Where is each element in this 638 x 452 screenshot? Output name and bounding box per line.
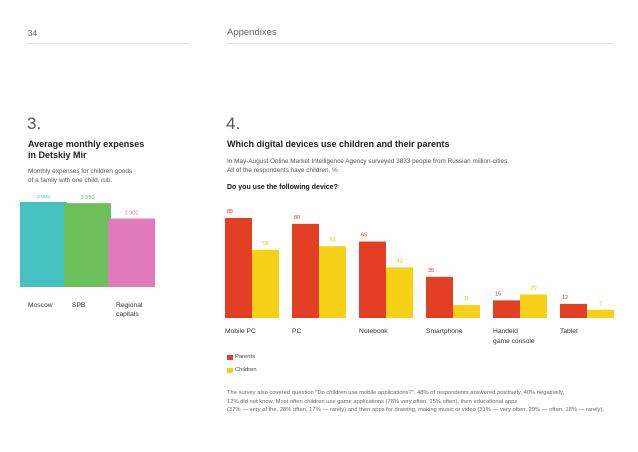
value-label: 3 600: [37, 195, 51, 200]
bar-children-tablet: [587, 309, 614, 318]
right-title: Which digital devices use children and t…: [227, 139, 450, 149]
category-label: Tablet: [560, 328, 578, 335]
bar-parents-handeld-game-console: [493, 300, 520, 318]
category-label: Moscow: [28, 302, 53, 309]
footnote-line: The survey also covered question "Do chi…: [227, 390, 565, 396]
right-description-line: All of the respondents have children, %: [227, 167, 338, 174]
section-number-right: 4.: [226, 114, 241, 133]
bar-parents-smartphone: [426, 276, 453, 318]
left-title: Average monthly expenses in Detskiy Mir: [28, 139, 144, 161]
header-rule-right: [227, 43, 612, 44]
value-label: 43: [396, 258, 402, 264]
bar-children-smartphone: [453, 305, 480, 318]
footnote-line: 12% did not know. Most often children us…: [227, 398, 518, 405]
bar-children-pc: [319, 246, 346, 318]
category-label: SPB: [72, 302, 86, 309]
bar-moscow: [20, 202, 67, 287]
value-label: 65: [361, 233, 367, 239]
legend-swatch-children: [227, 368, 233, 373]
category-label: capitals: [116, 311, 139, 318]
footnote-line: (37% — very of the, 28% often, 17% — rar…: [227, 407, 604, 414]
value-label: 35: [428, 268, 434, 274]
value-label: 61: [329, 237, 335, 243]
section-title: Appendixes: [227, 27, 277, 38]
category-label: Mobile PC: [225, 328, 256, 335]
value-label: 20: [530, 285, 536, 291]
right-description: In May-August Online Market Intelligence…: [227, 157, 509, 175]
value-label: 11: [464, 296, 470, 302]
bar-children-notebook: [386, 267, 413, 318]
left-description-line: of a family with one child, rub.: [28, 177, 113, 184]
value-label: 12: [562, 295, 568, 301]
page-number: 34: [28, 29, 37, 38]
bar-children-mobile-pc: [252, 249, 279, 318]
footnote: The survey also covered question "Do chi…: [227, 389, 604, 415]
value-label: 2 900: [125, 211, 139, 217]
value-label: 80: [294, 215, 300, 221]
value-label: 58: [262, 241, 268, 247]
left-description: Monthly expenses for children goods of a…: [28, 167, 132, 185]
bar-parents-mobile-pc: [225, 218, 252, 318]
category-label: game console: [493, 338, 535, 345]
category-label: Regional: [116, 302, 143, 309]
bar-spb: [64, 203, 111, 287]
value-label: 15: [495, 291, 501, 297]
bar-parents-pc: [292, 223, 319, 318]
value-label: 7: [599, 301, 602, 307]
bar-regional-capitals: [108, 218, 155, 287]
left-title-line: Average monthly expenses: [28, 139, 145, 149]
bar-parents-tablet: [560, 303, 587, 318]
bar-parents-notebook: [359, 241, 386, 318]
left-title-line: in Detskiy Mir: [28, 150, 87, 160]
section-number-left: 3.: [27, 114, 42, 133]
category-label: Smartphone: [426, 328, 463, 335]
legend-swatch-parents: [227, 355, 233, 360]
survey-question: Do you use the following device?: [227, 184, 338, 191]
devices-chart: 85 58 Mobile PC 80 61 PC 65 43 Notebook 35 11 Smart…: [225, 209, 614, 345]
category-label: Notebook: [359, 328, 388, 335]
category-label: Handeld: [493, 328, 518, 335]
expenses-chart: 3 600 Moscow 3 550 SPB 2 900 Regional capitals: [20, 195, 155, 318]
value-label: 3 550: [81, 195, 95, 201]
right-description-line: In May-August Online Market Intelligence…: [227, 158, 510, 165]
value-label: 85: [227, 209, 233, 215]
legend-label-children: Children: [235, 367, 257, 373]
category-label: PC: [292, 328, 301, 335]
header-rule-left: [28, 43, 188, 44]
legend-label-parents: Parents: [235, 354, 255, 360]
left-description-line: Monthly expenses for children goods: [28, 168, 133, 175]
bar-children-handeld-game-console: [520, 294, 547, 318]
